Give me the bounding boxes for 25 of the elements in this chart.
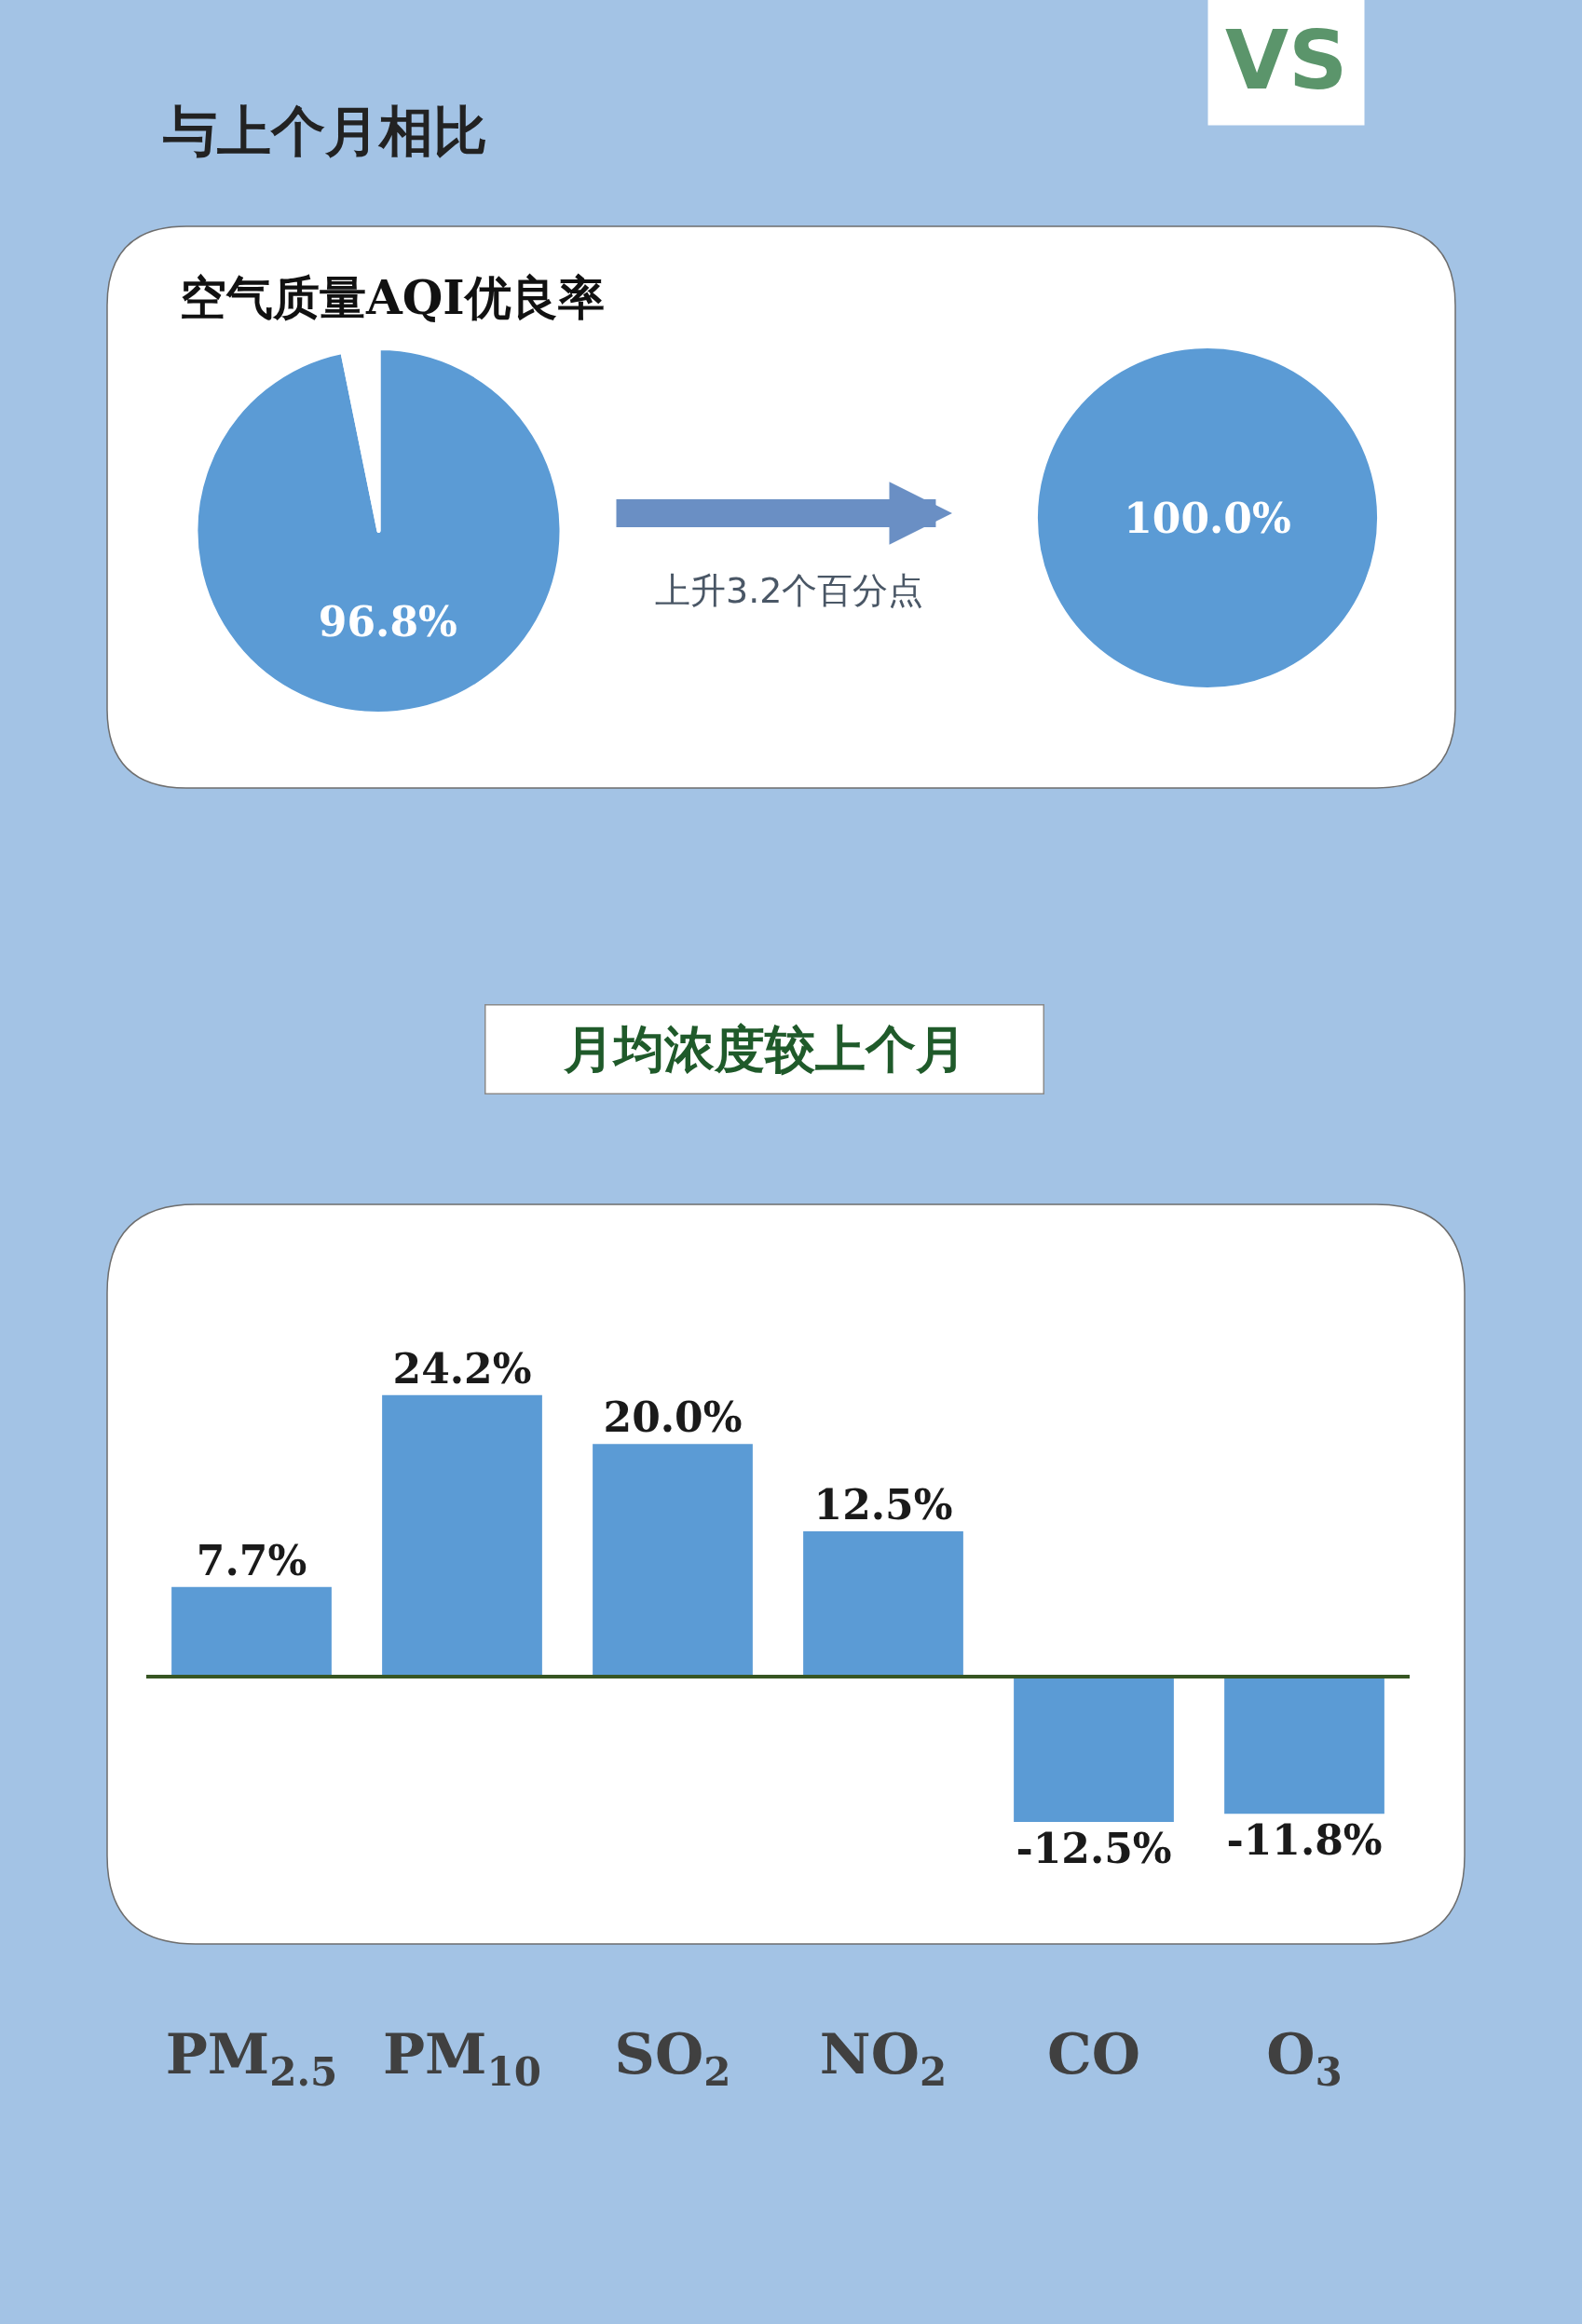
text: VS [1225, 12, 1348, 108]
x-tick-label: NO$_{2}$ [819, 2021, 948, 2095]
chart-title: 月均浓度较上个月 [563, 1020, 966, 1079]
bar [1014, 1677, 1174, 1823]
data-label: 12.5% [813, 1480, 953, 1529]
bar [593, 1444, 753, 1677]
x-tick-label: CO [1046, 2021, 1141, 2086]
text: 上升3.2个百分点 [655, 570, 924, 611]
bar [803, 1530, 963, 1677]
chart-title: 与上个月相比 [162, 100, 487, 163]
x-tick-label: PM$_{2.5}$ [165, 2021, 338, 2095]
data-label: 20.0% [603, 1393, 743, 1442]
x-tick-label: SO$_{2}$ [614, 2021, 731, 2095]
chart-subtitle: 空气质量AQI优良率 [180, 270, 605, 325]
x-tick-label: PM$_{10}$ [383, 2021, 541, 2095]
data-label: -11.8% [1226, 1816, 1383, 1865]
data-label: 100.0% [1124, 494, 1291, 542]
bar [1224, 1677, 1384, 1814]
bar [171, 1586, 332, 1677]
bar [382, 1394, 542, 1677]
data-label: 7.7% [196, 1536, 307, 1584]
data-label: 24.2% [392, 1344, 532, 1393]
x-tick-label: O$_{3}$ [1266, 2021, 1343, 2095]
data-label: 96.8% [318, 598, 457, 646]
data-label: -12.5% [1016, 1825, 1172, 1873]
